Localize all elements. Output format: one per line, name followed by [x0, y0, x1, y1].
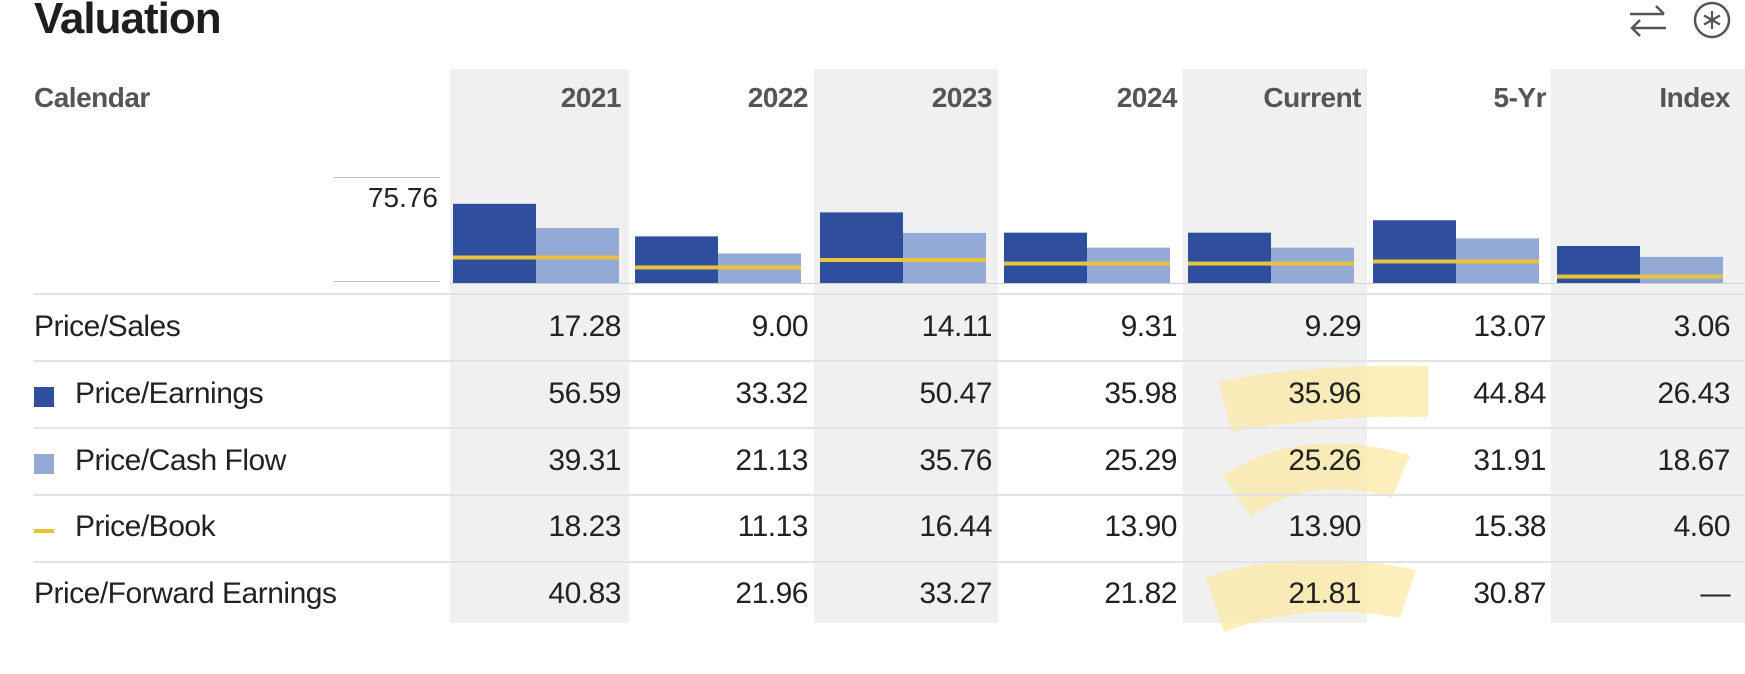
legend-swatch-price-book: [34, 529, 54, 533]
cell-price-sales-2022: 9.00: [751, 310, 809, 343]
column-stripe-current: [1183, 69, 1367, 623]
cell-price-book-5yr: 15.38: [1473, 510, 1546, 543]
cell-price-cash-flow-2024: 25.29: [1104, 444, 1177, 477]
legend-swatch-price-cash-flow: [34, 454, 54, 474]
page-title: Valuation: [34, 0, 222, 43]
column-header-2021: 2021: [560, 82, 622, 113]
cell-price-forward-earnings-current: 21.81: [1288, 577, 1361, 610]
cell-price-forward-earnings-2021: 40.83: [548, 577, 621, 610]
bar-price-earnings-2021: [453, 203, 536, 283]
line-price-book-2021: [453, 255, 619, 260]
bar-price-earnings-2022: [635, 236, 718, 283]
cell-price-sales-5yr: 13.07: [1473, 310, 1546, 343]
line-price-book-current: [1188, 261, 1354, 266]
highlight-mark-pfe: [1206, 559, 1416, 632]
column-stripe-2023: [814, 69, 998, 623]
row-label-price-book: Price/Book: [75, 510, 216, 543]
line-price-book-index: [1557, 274, 1723, 279]
cell-price-cash-flow-2023: 35.76: [919, 444, 992, 477]
bar-price-earnings-2024: [1004, 232, 1087, 283]
cell-price-sales-current: 9.29: [1304, 310, 1362, 343]
highlight-mark-pe: [1218, 365, 1428, 432]
cell-price-forward-earnings-5yr: 30.87: [1473, 577, 1546, 610]
bars-baseline: [450, 283, 1745, 284]
line-price-book-2024: [1004, 261, 1170, 266]
row-divider: [34, 561, 1745, 563]
highlight-mark-pcf: [1222, 443, 1410, 516]
bar-price-earnings-current: [1188, 232, 1271, 283]
column-header-2024: 2024: [1116, 82, 1178, 113]
row-label-price-sales: Price/Sales: [34, 310, 181, 343]
cell-price-book-2024: 13.90: [1104, 510, 1177, 543]
cell-price-earnings-5yr: 44.84: [1473, 377, 1546, 410]
cell-price-cash-flow-index: 18.67: [1657, 444, 1730, 477]
line-price-book-5-yr: [1373, 259, 1539, 264]
cell-price-sales-2024: 9.31: [1120, 310, 1178, 343]
column-header-index: Index: [1659, 82, 1730, 113]
cell-price-sales-index: 3.06: [1673, 310, 1731, 343]
cell-price-earnings-2021: 56.59: [548, 377, 621, 410]
cell-price-sales-2021: 17.28: [548, 310, 621, 343]
asterisk-circle-icon[interactable]: [1690, 0, 1734, 44]
bar-price-earnings-5-yr: [1373, 220, 1456, 283]
row-label-price-forward-earnings: Price/Forward Earnings: [34, 577, 337, 610]
cell-price-book-2021: 18.23: [548, 510, 621, 543]
column-stripe-index: [1551, 69, 1745, 623]
cell-price-forward-earnings-2022: 21.96: [735, 577, 808, 610]
chart-max-label: 75.76: [367, 182, 438, 213]
swap-arrows-icon[interactable]: [1626, 0, 1670, 42]
cell-price-sales-2023: 14.11: [921, 310, 993, 343]
cell-price-book-2023: 16.44: [919, 510, 992, 543]
line-price-book-2022: [635, 265, 801, 270]
legend-swatch-price-earnings: [34, 387, 54, 407]
row-divider: [34, 360, 1745, 362]
row-divider: [34, 293, 1745, 295]
row-divider: [34, 427, 1745, 429]
cell-price-earnings-2022: 33.32: [735, 377, 808, 410]
cell-price-earnings-index: 26.43: [1657, 377, 1730, 410]
row-label-price-cash-flow: Price/Cash Flow: [75, 444, 286, 477]
cell-price-cash-flow-2022: 21.13: [735, 444, 808, 477]
column-stripe-2021: [450, 69, 629, 623]
bar-price-cashflow-index: [1640, 256, 1723, 283]
cell-price-book-2022: 11.13: [737, 510, 809, 543]
bar-price-earnings-2023: [820, 212, 903, 283]
cell-price-earnings-2023: 50.47: [919, 377, 992, 410]
calendar-header: Calendar: [34, 82, 150, 113]
row-label-price-earnings: Price/Earnings: [75, 377, 264, 410]
cell-price-book-current: 13.90: [1288, 510, 1361, 543]
cell-price-cash-flow-2021: 39.31: [548, 444, 621, 477]
cell-price-cash-flow-current: 25.26: [1288, 444, 1361, 477]
cell-price-forward-earnings-2023: 33.27: [919, 577, 992, 610]
column-header-current: Current: [1263, 82, 1361, 113]
bar-price-cashflow-2023: [903, 232, 986, 283]
column-header-2022: 2022: [747, 82, 809, 113]
cell-price-forward-earnings-index: —: [1700, 577, 1731, 610]
cell-price-earnings-2024: 35.98: [1104, 377, 1177, 410]
row-divider: [34, 494, 1745, 496]
chart-baseline: [334, 281, 440, 282]
cell-price-cash-flow-5yr: 31.91: [1473, 444, 1546, 477]
column-header-5yr: 5-Yr: [1493, 82, 1547, 113]
cell-price-forward-earnings-2024: 21.82: [1104, 577, 1177, 610]
column-header-2023: 2023: [931, 82, 993, 113]
line-price-book-2023: [820, 257, 986, 262]
cell-price-book-index: 4.60: [1673, 510, 1731, 543]
cell-price-earnings-current: 35.96: [1288, 377, 1361, 410]
chart-max-line: [334, 177, 440, 178]
